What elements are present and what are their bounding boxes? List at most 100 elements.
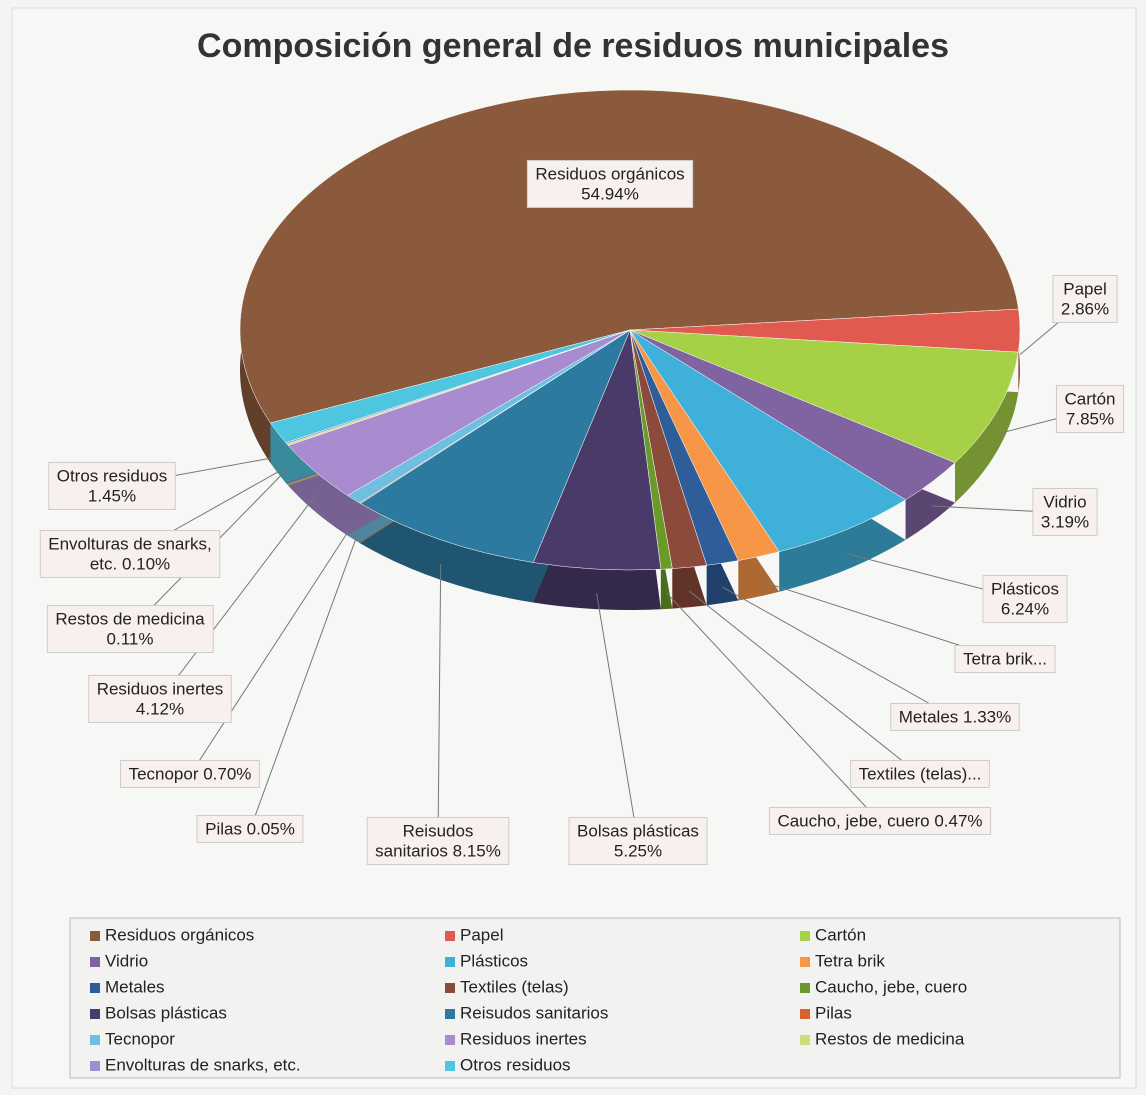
legend-swatch (445, 957, 455, 967)
label-box (890, 702, 1020, 731)
label-text: 4.12% (136, 699, 184, 718)
legend-swatch (445, 1035, 455, 1045)
label-box (196, 814, 304, 843)
label-text: 2.86% (1061, 299, 1109, 318)
label-text: Envolturas de snarks, (48, 534, 211, 553)
leader-line (666, 592, 881, 823)
leader-line (722, 586, 956, 719)
legend-label: Textiles (telas) (460, 977, 569, 996)
label-text: Bolsas plásticas (577, 821, 699, 840)
label-text: 54.94% (581, 184, 639, 203)
label-text: Cartón (1064, 389, 1115, 408)
label-text: sanitarios 8.15% (375, 841, 501, 860)
legend-swatch (445, 1009, 455, 1019)
legend-label: Vidrio (105, 951, 148, 970)
legend-swatch (90, 1035, 100, 1045)
label-box (366, 816, 510, 865)
legend-label: Residuos inertes (460, 1029, 587, 1048)
legend-swatch (90, 931, 100, 941)
label-text: Vidrio (1043, 492, 1086, 511)
slice (270, 329, 631, 443)
slice (360, 329, 631, 563)
label-text: Metales 1.33% (899, 707, 1011, 726)
legend-label: Bolsas plásticas (105, 1003, 227, 1022)
label-box (88, 674, 232, 723)
leader-line (249, 527, 361, 831)
legend-swatch (90, 1061, 100, 1071)
legend-label: Restos de medicina (815, 1029, 965, 1048)
label-box (39, 529, 221, 578)
legend-swatch (800, 1009, 810, 1019)
label-text: Restos de medicina (55, 609, 205, 628)
legend-swatch (445, 931, 455, 941)
label-text: 7.85% (1066, 409, 1114, 428)
legend-swatch (800, 1035, 810, 1045)
data-label: Metales 1.33% (722, 586, 1020, 731)
legend-label: Cartón (815, 925, 866, 944)
label-box (850, 759, 990, 788)
legend-swatch (800, 931, 810, 941)
legend-label: Plásticos (460, 951, 528, 970)
label-text: Residuos orgánicos (535, 164, 684, 183)
data-label: Caucho, jebe, cuero 0.47% (666, 592, 992, 835)
slice (629, 329, 907, 553)
legend-swatch (90, 1009, 100, 1019)
legend-label: Residuos orgánicos (105, 925, 254, 944)
label-text: Reisudos (403, 821, 474, 840)
label-box (526, 159, 694, 208)
data-label: Textiles (telas)... (689, 590, 990, 788)
legend-label: Envolturas de snarks, etc. (105, 1055, 301, 1074)
label-text: 0.11% (107, 629, 154, 648)
label-text: Tetra brik... (963, 649, 1047, 668)
label-box (1055, 384, 1125, 433)
label-text: Textiles (telas)... (859, 764, 982, 783)
leader-line (189, 522, 354, 776)
slice-side (533, 330, 661, 611)
legend-label: Metales (105, 977, 165, 996)
label-text: Otros residuos (57, 466, 168, 485)
label-text: Pilas 0.05% (205, 819, 295, 838)
label-text: 1.45% (88, 486, 136, 505)
label-box (46, 604, 214, 653)
legend-label: Reisudos sanitarios (460, 1003, 608, 1022)
chart-title: Composición general de residuos municipa… (197, 27, 949, 65)
pie-slices (239, 89, 1021, 571)
data-label: Tetra brik... (758, 580, 1056, 673)
legend-swatch (90, 957, 100, 967)
legend-box (69, 917, 1121, 1079)
label-text: etc. 0.10% (90, 554, 170, 573)
legend-swatch (800, 957, 810, 967)
label-box (48, 461, 176, 510)
legend-swatch (445, 983, 455, 993)
legend-swatch (800, 983, 810, 993)
label-box (982, 574, 1068, 623)
data-label: Envolturas de snarks,etc. 0.10% (39, 466, 287, 578)
legend-label: Pilas (815, 1003, 852, 1022)
label-box (120, 759, 260, 788)
label-text: Residuos inertes (97, 679, 224, 698)
label-text: Caucho, jebe, cuero 0.47% (777, 811, 982, 830)
legend-label: Tetra brik (815, 951, 885, 970)
legend-swatch (90, 983, 100, 993)
slice (629, 329, 1019, 463)
label-text: Papel (1063, 279, 1106, 298)
legend-label: Papel (460, 925, 503, 944)
label-box (1052, 274, 1118, 323)
label-box (768, 806, 992, 835)
label-text: Plásticos (991, 579, 1059, 598)
leader-line (689, 590, 921, 776)
legend-swatch (445, 1061, 455, 1071)
label-text: Tecnopor 0.70% (129, 764, 252, 783)
label-box (568, 816, 708, 865)
slice (239, 89, 1019, 424)
